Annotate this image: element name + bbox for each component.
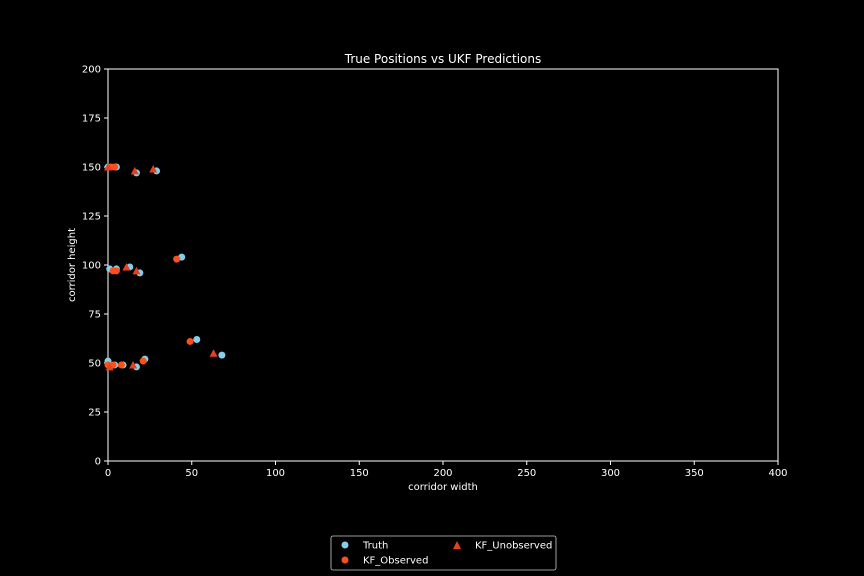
kf-observed-point bbox=[186, 337, 194, 345]
legend-marker-truth bbox=[341, 541, 349, 549]
x-axis-label: corridor width bbox=[408, 482, 478, 493]
y-tick-label: 75 bbox=[88, 310, 101, 321]
x-tick-label: 350 bbox=[685, 468, 704, 479]
y-tick-label: 125 bbox=[82, 212, 101, 223]
kf-unobserved-point bbox=[209, 349, 218, 357]
x-tick-label: 100 bbox=[266, 468, 285, 479]
legend-marker-kf-observed bbox=[341, 556, 349, 564]
x-tick-label: 200 bbox=[433, 468, 452, 479]
kf-unobserved-point bbox=[105, 362, 114, 371]
kf-unobserved-point bbox=[129, 360, 138, 369]
x-tick-label: 250 bbox=[517, 468, 536, 479]
legend: Truth KF_Observed KF_Unobserved bbox=[330, 535, 557, 571]
kf-observed-point bbox=[173, 255, 181, 263]
x-tick-label: 150 bbox=[350, 468, 369, 479]
kf-unobserved-point bbox=[132, 266, 141, 275]
y-tick-label: 100 bbox=[82, 261, 101, 272]
y-tick-label: 175 bbox=[82, 114, 101, 125]
kf-observed-point bbox=[112, 267, 120, 275]
x-tick-label: 50 bbox=[185, 468, 198, 479]
y-tick-label: 200 bbox=[82, 65, 101, 76]
kf-unobserved-point bbox=[130, 166, 139, 175]
x-axis: 0 50 100 150 200 250 300 350 400 bbox=[105, 461, 788, 479]
truth-point bbox=[193, 335, 201, 343]
truth-point bbox=[218, 351, 226, 359]
plot-area bbox=[107, 68, 779, 462]
legend-box bbox=[330, 535, 557, 571]
legend-label-kf-observed: KF_Observed bbox=[363, 556, 428, 567]
y-tick-label: 0 bbox=[95, 457, 101, 468]
legend-label-kf-unobserved: KF_Unobserved bbox=[475, 541, 552, 552]
y-tick-label: 150 bbox=[82, 163, 101, 174]
kf-unobserved-point bbox=[104, 163, 112, 171]
x-tick-label: 0 bbox=[105, 468, 111, 479]
legend-label-truth: Truth bbox=[362, 541, 388, 552]
chart-title: True Positions vs UKF Predictions bbox=[344, 52, 542, 66]
kf-observed-point bbox=[111, 163, 119, 171]
y-tick-label: 50 bbox=[88, 359, 101, 370]
y-axis-label: corridor height bbox=[67, 228, 78, 302]
legend-marker-kf-unobserved bbox=[453, 541, 461, 549]
x-tick-label: 400 bbox=[768, 468, 787, 479]
kf-observed-point bbox=[139, 357, 147, 365]
kf-unobserved-point bbox=[122, 262, 131, 271]
data-points bbox=[104, 163, 226, 371]
kf-unobserved-point bbox=[149, 164, 158, 173]
kf-observed-point bbox=[117, 361, 125, 369]
x-tick-label: 300 bbox=[601, 468, 620, 479]
y-tick-label: 25 bbox=[88, 408, 101, 419]
y-axis: 0 25 50 75 100 125 150 175 200 bbox=[82, 65, 108, 468]
